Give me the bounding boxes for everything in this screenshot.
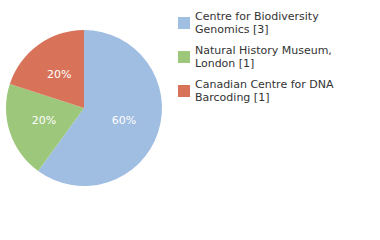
- svg-text:20%: 20%: [32, 114, 56, 127]
- svg-text:Centre for Biodiversity: Centre for Biodiversity: [195, 10, 322, 23]
- svg-text:Natural History Museum,: Natural History Museum,: [195, 44, 335, 57]
- svg-text:Barcoding [1]: Barcoding [1]: [195, 91, 269, 104]
- svg-text:20%: 20%: [47, 68, 71, 81]
- svg-text:Canadian Centre for DNA: Canadian Centre for DNA: [195, 78, 337, 91]
- svg-text:Genomics [3]: Genomics [3]: [195, 23, 269, 36]
- svg-text:60%: 60%: [112, 114, 136, 127]
- svg-text:London [1]: London [1]: [195, 57, 254, 70]
